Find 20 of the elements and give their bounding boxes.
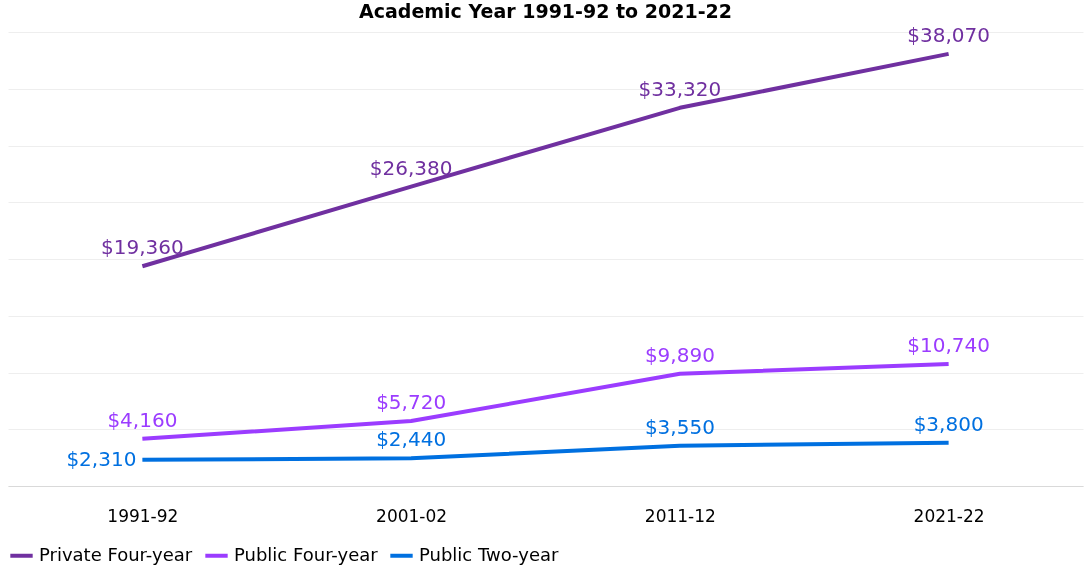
x-tick-label: 1991-92 xyxy=(107,505,179,526)
data-label: $2,310 xyxy=(66,446,137,471)
x-tick-label: 2021-22 xyxy=(913,505,985,526)
data-label: $26,380 xyxy=(369,155,453,180)
data-label: $33,320 xyxy=(638,76,722,101)
data-label: $2,440 xyxy=(376,427,447,452)
legend-label: Public Two-year xyxy=(419,543,560,565)
legend-label: Private Four-year xyxy=(39,543,193,565)
x-tick-label: 2001-02 xyxy=(376,505,448,526)
data-label: $19,360 xyxy=(101,235,184,260)
data-label: $3,550 xyxy=(644,414,715,439)
legend-label: Public Four-year xyxy=(234,543,379,565)
data-label: $4,160 xyxy=(107,407,178,432)
data-label: $10,740 xyxy=(907,333,990,358)
data-label: $38,070 xyxy=(907,22,990,47)
data-label: $9,890 xyxy=(644,342,715,367)
data-label: $5,720 xyxy=(376,390,447,415)
data-label: $3,800 xyxy=(913,411,984,436)
chart-title: Academic Year 1991-92 to 2021-22 xyxy=(359,0,732,22)
x-tick-label: 2011-12 xyxy=(644,505,716,526)
